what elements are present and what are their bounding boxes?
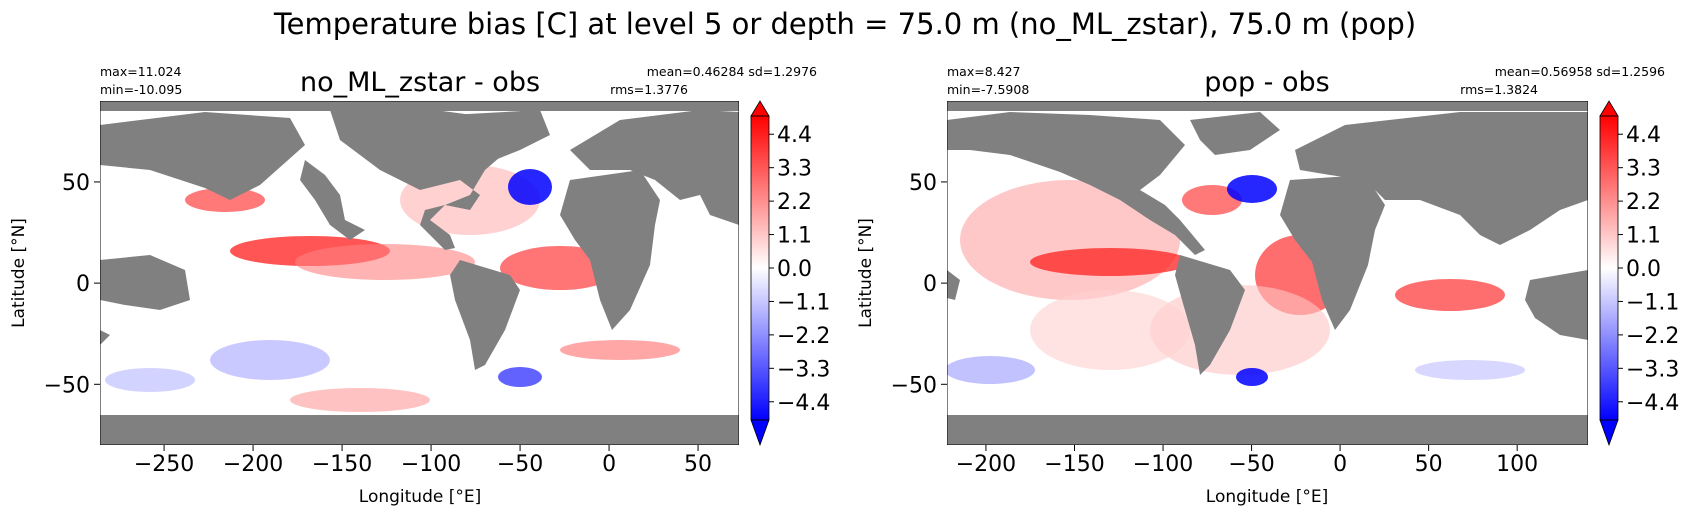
x-tick-label: −200 (223, 452, 283, 477)
y-tick-label: −50 (44, 373, 90, 398)
colorbar-tick-label: −2.2 (1626, 324, 1679, 349)
figure-title: Temperature bias [C] at level 5 or depth… (273, 7, 1416, 41)
colorbar-tick-label: 4.4 (777, 123, 812, 148)
bias-patch-positive (185, 188, 265, 212)
stats-min: min=-7.5908 (947, 82, 1029, 97)
y-tick-label: −50 (891, 373, 937, 398)
x-tick-label: −50 (497, 452, 543, 477)
x-tick-label: 50 (684, 452, 712, 477)
colorbar-tick-label: −1.1 (777, 290, 830, 315)
y-tick-label: 50 (62, 171, 90, 196)
colorbar-gradient (1600, 116, 1618, 420)
y-tick-label: 0 (76, 272, 90, 297)
colorbar: 4.4 3.3 2.2 1.1 0.0 −1.1 −2.2 −3.3 −4.4 (750, 100, 830, 447)
colorbar-tick-label: −3.3 (777, 357, 830, 382)
bias-patch-negative (1415, 360, 1525, 380)
colorbar-tick-label: 2.2 (777, 190, 812, 215)
panel-no-ml-zstar: max=11.024 min=-10.095 no_ML_zstar - obs… (9, 64, 830, 507)
colorbar: 4.4 3.3 2.2 1.1 0.0 −1.1 −2.2 −3.3 −4.4 (1599, 100, 1679, 447)
stats-max: max=11.024 (100, 64, 181, 79)
stats-mean-sd: mean=0.46284 sd=1.2976 (647, 64, 817, 79)
x-tick-label: 0 (602, 452, 616, 477)
panel-pop: max=8.427 min=-7.5908 pop - obs mean=0.5… (856, 64, 1679, 507)
stats-min: min=-10.095 (100, 82, 182, 97)
y-axis-label: Latitude [°N] (856, 218, 876, 328)
bias-patch-negative (947, 356, 1035, 384)
x-tick-label: −50 (1228, 452, 1274, 477)
axes: −250 −200 −150 −100 −50 0 50 50 0 −50 (44, 171, 712, 477)
colorbar-tick-label: −4.4 (777, 391, 830, 416)
land-mask (100, 101, 739, 445)
stats-rms: rms=1.3824 (1460, 82, 1538, 97)
panel-title: pop - obs (1204, 67, 1329, 98)
bias-patch-negative (105, 368, 195, 392)
colorbar-tick-label: 1.1 (777, 224, 812, 249)
x-tick-label: 100 (1496, 452, 1538, 477)
colorbar-tick-label: 0.0 (1626, 257, 1661, 282)
bias-patch-positive (1030, 290, 1190, 370)
x-tick-label: 0 (1333, 452, 1347, 477)
bias-patch-positive (290, 388, 430, 412)
colorbar-extend-min (750, 419, 770, 447)
colorbar-tick-label: −3.3 (1626, 357, 1679, 382)
bias-patch-negative (1236, 368, 1268, 386)
colorbar-tick-label: 1.1 (1626, 224, 1661, 249)
colorbar-tick-label: 4.4 (1626, 123, 1661, 148)
x-axis-label: Longitude [°E] (359, 487, 481, 507)
map-area (947, 101, 1588, 445)
bias-patch-negative (210, 340, 330, 380)
x-axis-label: Longitude [°E] (1206, 487, 1328, 507)
y-tick-label: 0 (923, 272, 937, 297)
bias-patch-negative (508, 169, 552, 205)
x-tick-label: −100 (1133, 452, 1193, 477)
bias-patch-negative (1227, 175, 1277, 203)
x-tick-label: −100 (401, 452, 461, 477)
colorbar-tick-label: 0.0 (777, 257, 812, 282)
bias-patch-positive (1030, 248, 1190, 276)
bias-patch-negative (498, 367, 542, 387)
land-mask (947, 101, 1588, 445)
x-tick-label: 50 (1415, 452, 1443, 477)
bias-patch-positive (1182, 185, 1242, 215)
bias-patch-positive (560, 340, 680, 360)
stats-mean-sd: mean=0.56958 sd=1.2596 (1495, 64, 1665, 79)
x-tick-label: −150 (312, 452, 372, 477)
colorbar-tick-label: −1.1 (1626, 290, 1679, 315)
stats-rms: rms=1.3776 (610, 82, 688, 97)
colorbar-extend-min (1599, 419, 1619, 447)
y-tick-label: 50 (909, 171, 937, 196)
x-tick-label: −250 (134, 452, 194, 477)
stats-max: max=8.427 (947, 64, 1021, 79)
colorbar-tick-label: 3.3 (1626, 157, 1661, 182)
y-axis-label: Latitude [°N] (9, 218, 29, 328)
x-tick-label: −150 (1044, 452, 1104, 477)
colorbar-tick-label: 3.3 (777, 157, 812, 182)
axes: −200 −150 −100 −50 0 50 100 50 0 −50 (891, 171, 1539, 477)
colorbar-extend-max (750, 100, 770, 117)
colorbar-tick-label: −2.2 (777, 324, 830, 349)
map-area (100, 101, 739, 445)
colorbar-extend-max (1599, 100, 1619, 117)
colorbar-tick-label: 2.2 (1626, 190, 1661, 215)
x-tick-label: −200 (956, 452, 1016, 477)
bias-patch-positive (295, 244, 475, 280)
bias-patch-positive (1395, 279, 1505, 311)
colorbar-tick-label: −4.4 (1626, 391, 1679, 416)
colorbar-gradient (751, 116, 769, 420)
panel-title: no_ML_zstar - obs (300, 67, 540, 98)
